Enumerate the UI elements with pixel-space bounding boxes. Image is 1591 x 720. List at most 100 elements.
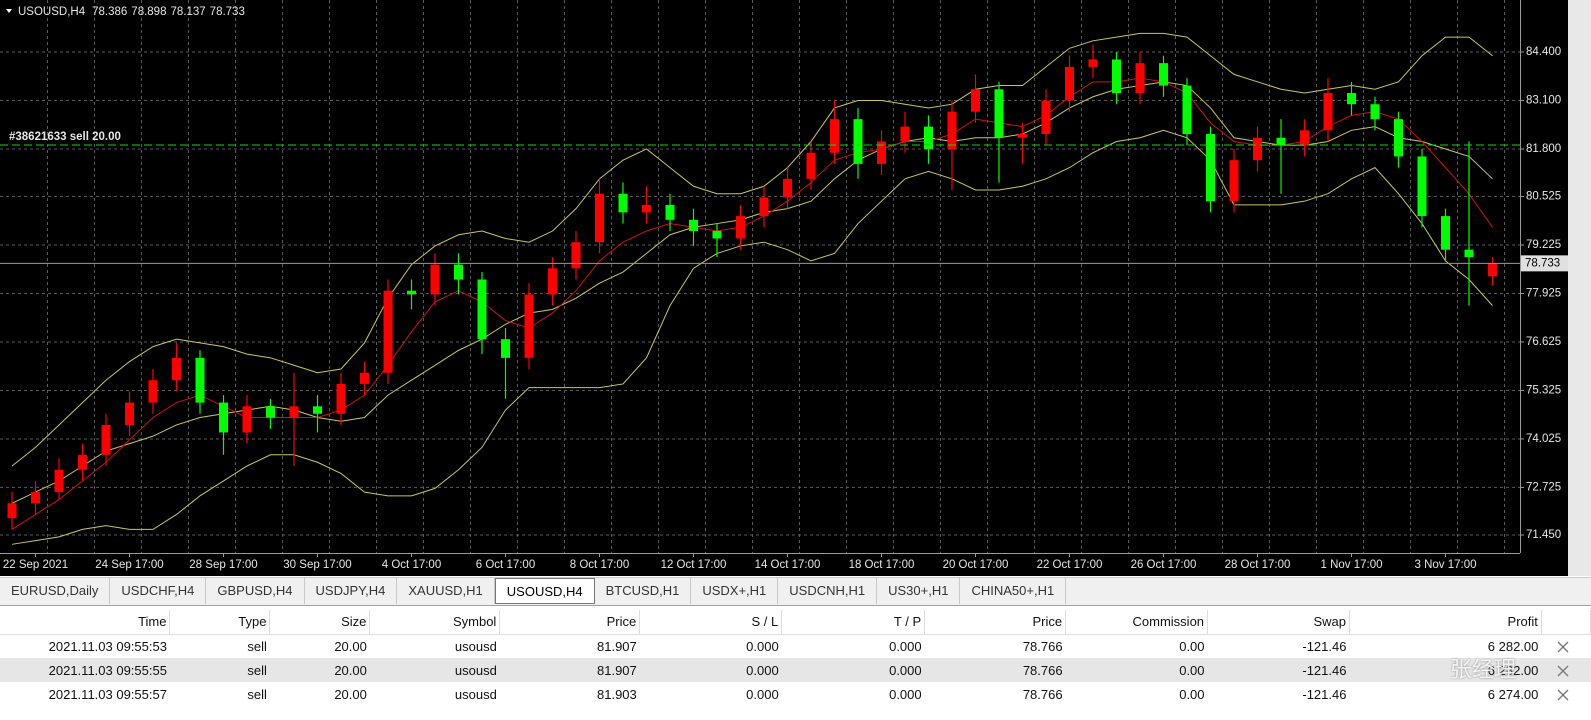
candle-body (1347, 93, 1356, 105)
indicator-line (11, 129, 1493, 545)
candle-body (548, 268, 557, 295)
x-tick-label: 3 Nov 17:00 (1414, 559, 1476, 571)
low: 78.137 (170, 6, 205, 18)
table-cell: 6 282.00 (1349, 658, 1542, 682)
column-header[interactable]: Time (0, 610, 171, 635)
candle-body (242, 406, 252, 433)
x-tick-label: 26 Oct 17:00 (1131, 559, 1197, 571)
candle-body (430, 264, 440, 295)
column-header[interactable]: Price (499, 610, 641, 635)
high: 78.898 (131, 6, 166, 18)
column-header[interactable]: T / P (781, 610, 926, 635)
table-cell: usousd (369, 658, 500, 682)
candle-body (454, 264, 463, 280)
y-tick-label: 76.625 (1526, 336, 1561, 348)
column-header[interactable]: Price (924, 610, 1067, 635)
candle-body (1300, 130, 1309, 146)
table-row[interactable]: 2021.11.03 09:55:57 sell 20.00 usousd 81.903… (0, 682, 1591, 706)
chart-header: USOUSD,H4 78.386 78.898 78.137 78.733 (18, 6, 245, 18)
x-tick-label: 24 Sep 17:00 (95, 559, 163, 571)
table-cell: 20.00 (334, 638, 367, 654)
x-tick-label: 6 Oct 17:00 (476, 559, 535, 571)
candle-body (1417, 156, 1427, 217)
tab[interactable]: BTCUSD,H1 (595, 578, 692, 604)
table-cell: 0.000 (746, 686, 779, 702)
y-tick-label: 77.925 (1526, 288, 1561, 300)
column-header[interactable]: Symbol (369, 610, 501, 635)
symbol: USOUSD,H4 (18, 6, 86, 18)
table-cell: 81.907 (499, 658, 640, 682)
tab[interactable]: EURUSD,Daily (0, 578, 111, 604)
candle-body (1488, 263, 1497, 277)
y-tick-label: 75.325 (1526, 384, 1561, 396)
candle-body (1041, 100, 1051, 135)
x-tick-label: 22 Sep 2021 (3, 559, 68, 571)
tab[interactable]: GBPUSD,H4 (206, 578, 305, 604)
candle-body (642, 204, 651, 213)
candle-body (1088, 59, 1098, 67)
table-cell: 0.000 (889, 686, 922, 702)
tab[interactable]: US30+,H1 (877, 578, 961, 604)
candle-body (665, 204, 675, 220)
candle-body (101, 424, 111, 455)
column-header[interactable]: S / L (639, 610, 783, 635)
x-tick-label: 22 Oct 17:00 (1037, 559, 1103, 571)
table-cell: sell (247, 686, 267, 702)
candle-body (524, 294, 534, 358)
tab[interactable]: USDJPY,H4 (305, 578, 398, 604)
column-header[interactable]: Type (169, 610, 271, 635)
y-tick-label: 74.025 (1526, 433, 1561, 445)
close: 78.733 (210, 6, 245, 18)
y-tick-label: 72.725 (1526, 481, 1561, 493)
candle-body (360, 372, 369, 384)
candles (7, 44, 1497, 530)
indicator-line (11, 81, 1493, 504)
close-button[interactable] (1556, 640, 1570, 654)
column-header[interactable]: Commission (1065, 610, 1209, 635)
candle-body (383, 290, 393, 373)
table-cell: 20.00 (334, 686, 367, 702)
table-cell: 78.766 (924, 658, 1066, 682)
candle-body (219, 402, 228, 433)
table-cell: -121.46 (1207, 658, 1350, 682)
x-tick-label: 28 Oct 17:00 (1225, 559, 1291, 571)
table-row[interactable]: 2021.11.03 09:55:53 sell 20.00 usousd 81.907… (0, 634, 1591, 658)
candle-body (1206, 134, 1215, 202)
column-header[interactable]: Profit (1349, 610, 1542, 635)
candle-body (266, 406, 275, 418)
candle-body (924, 126, 933, 149)
tab[interactable]: USDCNH,H1 (778, 578, 878, 604)
close-button[interactable] (1556, 688, 1570, 702)
tab[interactable]: USOUSD,H4 (494, 578, 595, 604)
table-cell: 20.00 (269, 658, 370, 682)
table-cell: 0.000 (746, 638, 779, 654)
candle-body (336, 383, 346, 414)
table-cell: 81.907 (597, 638, 637, 654)
tab[interactable]: USDX+,H1 (691, 578, 779, 604)
candle-body (830, 119, 839, 153)
candle-body (853, 119, 863, 164)
candle-body (501, 339, 510, 358)
table-cell: usousd (454, 638, 497, 654)
tab[interactable]: CHINA50+,H1 (960, 578, 1067, 604)
column-header[interactable]: Swap (1207, 610, 1350, 635)
table-row[interactable]: 2021.11.03 09:55:55 sell 20.00 usousd 81.907… (0, 658, 1591, 682)
candle-body (78, 454, 87, 470)
candle-body (1370, 104, 1380, 120)
candle-body (759, 197, 769, 217)
candle-body (947, 111, 957, 149)
x-tick-label: 1 Nov 17:00 (1320, 559, 1382, 571)
tab-bar: EURUSD,Daily USDCHF,H4 GBPUSD,H4 USDJPY,H4 X… (0, 577, 1591, 606)
candle-body (7, 503, 17, 519)
menu-arrow[interactable] (6, 9, 12, 13)
candle-body (54, 469, 64, 493)
candle-body (1276, 137, 1286, 146)
indicator-line (11, 32, 1493, 467)
column-header[interactable]: Size (269, 610, 371, 635)
close-button[interactable] (1556, 664, 1570, 678)
tab[interactable]: XAUUSD,H1 (397, 578, 495, 604)
table-cell: 81.903 (597, 686, 637, 702)
tab[interactable]: USDCHF,H4 (110, 578, 207, 604)
candle-body (689, 219, 698, 232)
